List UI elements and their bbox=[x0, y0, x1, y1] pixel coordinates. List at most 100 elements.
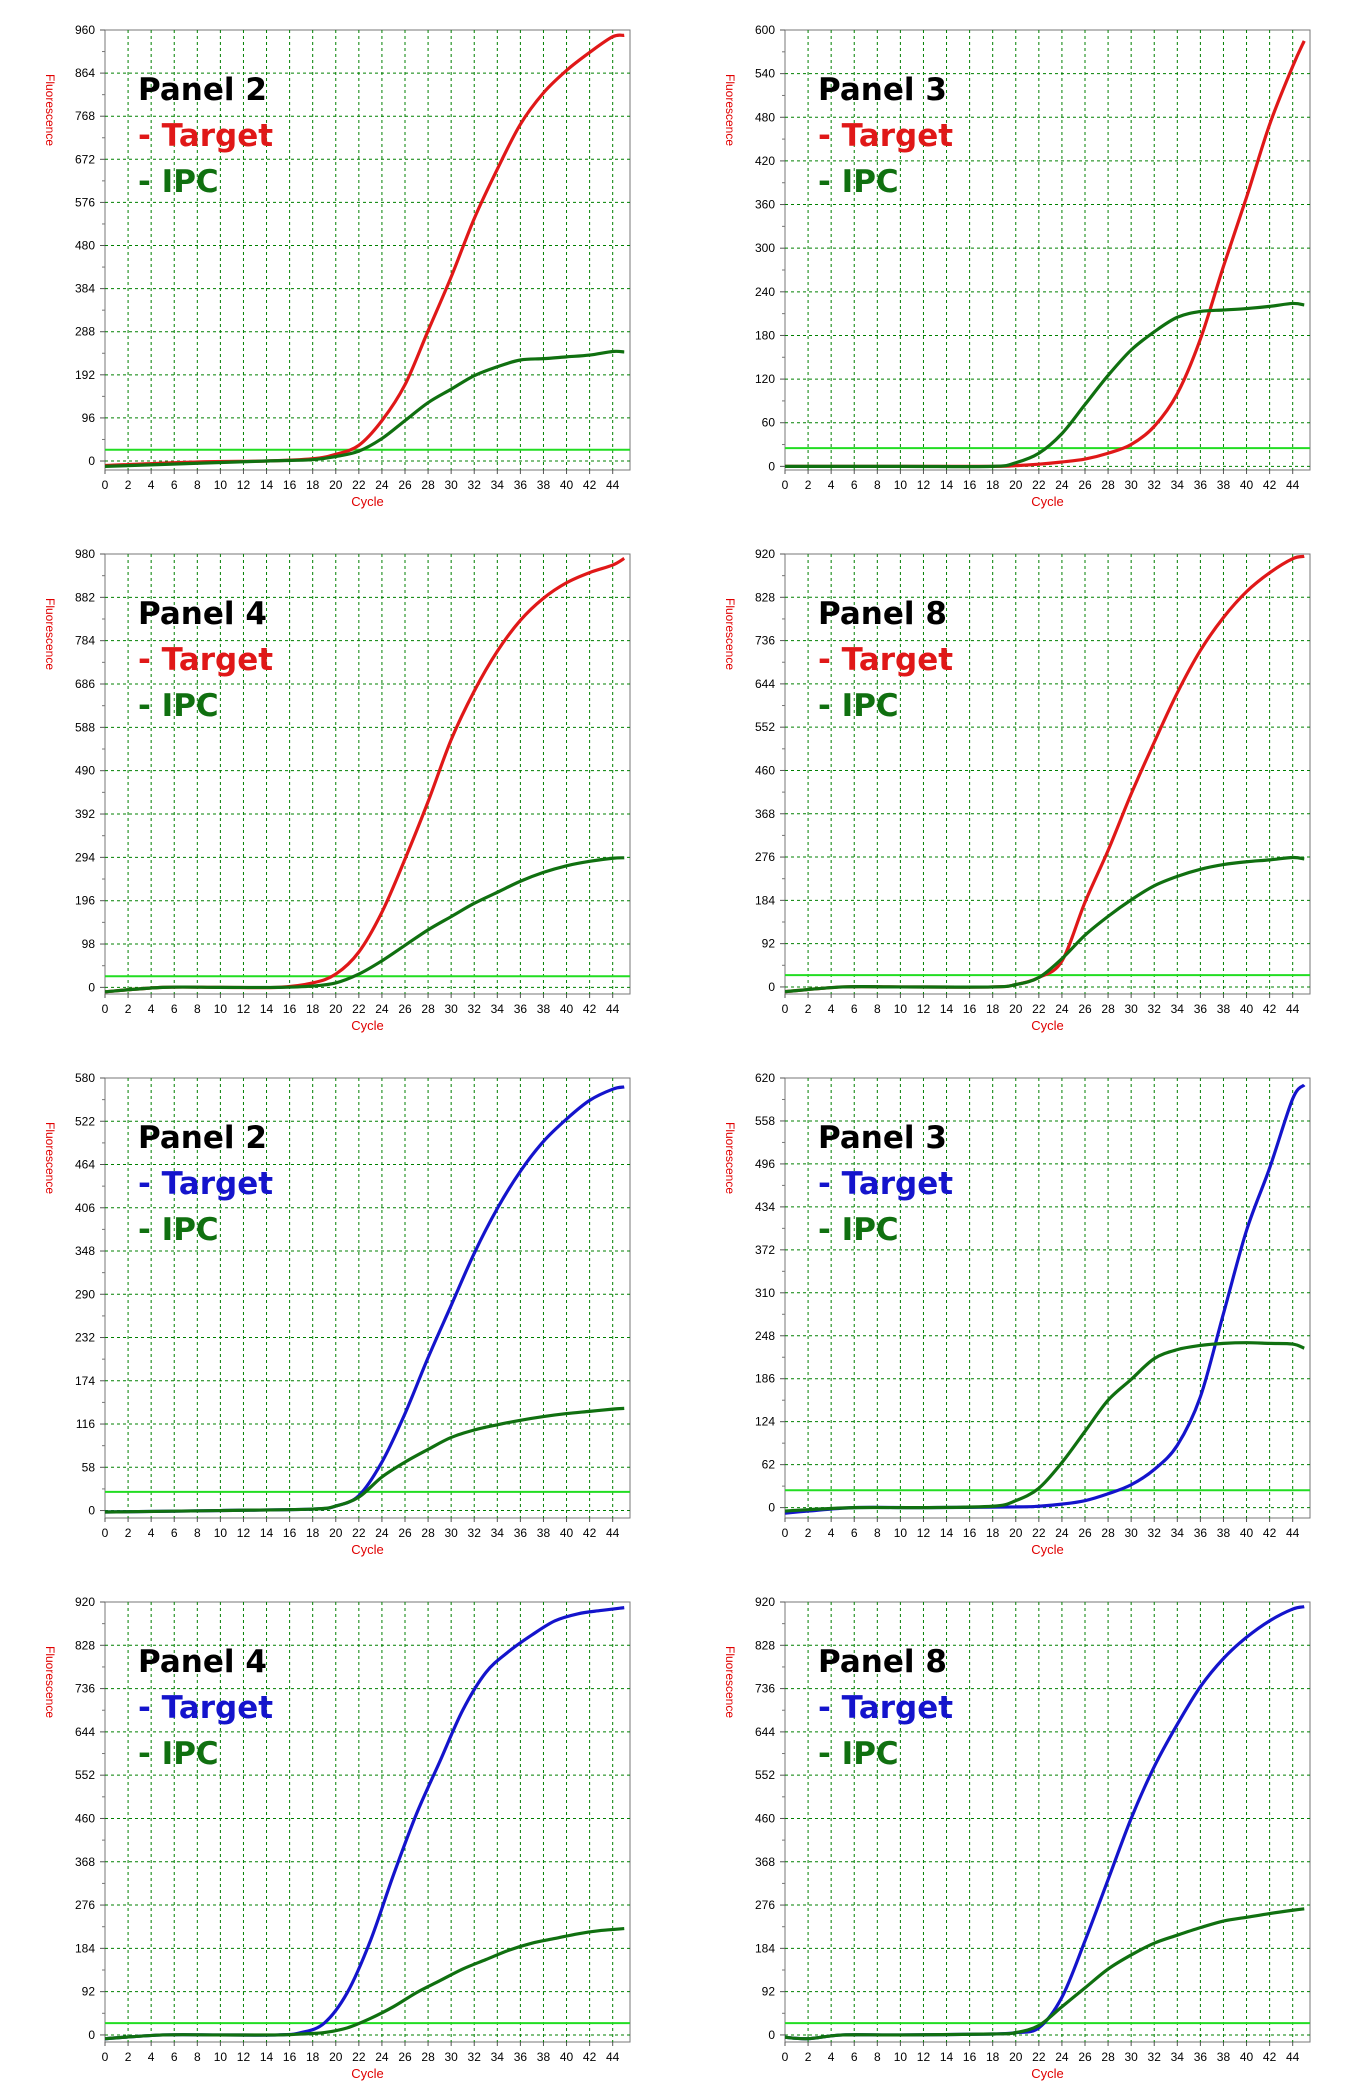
plot-area bbox=[784, 1601, 1311, 2043]
x-tick-label: 0 bbox=[782, 2050, 789, 2064]
x-tick-label: 6 bbox=[171, 1526, 178, 1540]
x-tick-label: 2 bbox=[805, 478, 812, 492]
series-line-ipc bbox=[785, 855, 1305, 994]
legend-entry: - IPC bbox=[138, 1212, 219, 1248]
x-tick-label: 30 bbox=[444, 478, 458, 492]
x-tick-label: 6 bbox=[171, 1002, 178, 1016]
x-tick-label: 18 bbox=[306, 2050, 320, 2064]
legend-dash: - bbox=[138, 1690, 162, 1726]
y-tick-label: 196 bbox=[75, 894, 95, 908]
y-tick-label: 620 bbox=[755, 1071, 775, 1085]
y-tick-label: 368 bbox=[755, 807, 775, 821]
x-tick-label: 8 bbox=[874, 1526, 881, 1540]
y-tick-label: 540 bbox=[755, 67, 775, 81]
x-tick-label: 18 bbox=[306, 1002, 320, 1016]
x-tick-label: 12 bbox=[917, 1526, 931, 1540]
x-tick-label: 6 bbox=[851, 1002, 858, 1016]
panel-title: Panel 3 bbox=[818, 72, 947, 108]
x-tick-label: 30 bbox=[1124, 1002, 1138, 1016]
y-tick-label: 276 bbox=[75, 1898, 95, 1912]
y-axis-title: Fluorescence bbox=[723, 1646, 737, 1718]
x-tick-label: 0 bbox=[782, 1002, 789, 1016]
y-tick-label: 864 bbox=[75, 66, 95, 80]
x-tick-label: 2 bbox=[805, 1526, 812, 1540]
y-tick-label: 552 bbox=[755, 1768, 775, 1782]
y-tick-label: 276 bbox=[755, 850, 775, 864]
y-axis-title: Fluorescence bbox=[723, 1122, 737, 1194]
x-tick-label: 12 bbox=[917, 478, 931, 492]
x-tick-label: 8 bbox=[194, 2050, 201, 2064]
legend-entry: - Target bbox=[818, 637, 953, 683]
y-tick-label: 480 bbox=[755, 110, 775, 124]
x-tick-label: 16 bbox=[283, 1002, 297, 1016]
x-tick-label: 12 bbox=[917, 2050, 931, 2064]
x-tick-label: 22 bbox=[352, 1526, 366, 1540]
y-tick-label: 120 bbox=[755, 372, 775, 386]
y-tick-label: 576 bbox=[75, 195, 95, 209]
x-tick-label: 38 bbox=[537, 2050, 551, 2064]
x-tick-label: 32 bbox=[1148, 2050, 1162, 2064]
x-tick-label: 30 bbox=[444, 1002, 458, 1016]
y-tick-label: 300 bbox=[755, 241, 775, 255]
x-tick-label: 2 bbox=[125, 478, 132, 492]
x-tick-label: 30 bbox=[1124, 478, 1138, 492]
y-tick-label: 460 bbox=[755, 763, 775, 777]
y-tick-label: 0 bbox=[768, 980, 775, 994]
x-tick-label: 10 bbox=[214, 478, 228, 492]
y-tick-label: 434 bbox=[755, 1200, 775, 1214]
x-tick-label: 20 bbox=[1009, 2050, 1023, 2064]
x-axis-title: Cycle bbox=[351, 2066, 384, 2081]
y-tick-label: 384 bbox=[75, 282, 95, 296]
x-tick-label: 44 bbox=[606, 478, 620, 492]
y-axis-title: Fluorescence bbox=[723, 598, 737, 670]
y-tick-label: 290 bbox=[75, 1287, 95, 1301]
x-tick-label: 6 bbox=[851, 478, 858, 492]
legend-entry: - Target bbox=[818, 113, 953, 159]
y-tick-label: 828 bbox=[755, 1638, 775, 1652]
x-tick-label: 2 bbox=[125, 1002, 132, 1016]
x-tick-label: 8 bbox=[194, 478, 201, 492]
x-tick-label: 24 bbox=[1055, 2050, 1069, 2064]
x-tick-label: 16 bbox=[283, 1526, 297, 1540]
plot-area bbox=[784, 1077, 1311, 1519]
x-tick-label: 14 bbox=[940, 1526, 954, 1540]
x-tick-label: 0 bbox=[782, 478, 789, 492]
y-tick-label: 174 bbox=[75, 1374, 95, 1388]
x-tick-label: 42 bbox=[1263, 1526, 1277, 1540]
x-tick-label: 32 bbox=[468, 1002, 482, 1016]
legend-label: Target bbox=[161, 1166, 274, 1202]
y-tick-label: 406 bbox=[75, 1201, 95, 1215]
legend-dash: - bbox=[818, 1690, 842, 1726]
chart-panel: 0 2 4 6 8 10 12 14 16 18 20 22 24 26 28 30 32 34 36 38 40 42 4… bbox=[43, 1071, 631, 1557]
y-tick-label: 372 bbox=[755, 1243, 775, 1257]
y-tick-label: 186 bbox=[755, 1372, 775, 1386]
y-tick-label: 124 bbox=[755, 1415, 775, 1429]
x-tick-label: 44 bbox=[1286, 478, 1300, 492]
y-tick-label: 672 bbox=[75, 152, 95, 166]
x-tick-label: 26 bbox=[398, 1526, 412, 1540]
legend-entry: - Target bbox=[818, 1161, 953, 1207]
y-tick-label: 420 bbox=[755, 154, 775, 168]
x-tick-label: 42 bbox=[583, 2050, 597, 2064]
series-line-ipc bbox=[785, 1907, 1305, 2041]
x-tick-label: 16 bbox=[283, 2050, 297, 2064]
x-tick-label: 4 bbox=[828, 1002, 835, 1016]
legend-dash: - bbox=[138, 642, 162, 678]
legend-entry: - Target bbox=[138, 637, 273, 683]
x-tick-label: 10 bbox=[894, 1002, 908, 1016]
panel-legend: Panel 3 - Target - IPC bbox=[818, 1115, 953, 1253]
x-tick-label: 38 bbox=[1217, 1002, 1231, 1016]
chart-panel: 0 2 4 6 8 10 12 14 16 18 20 22 24 26 28 30 32 34 36 38 40 42 4… bbox=[723, 1595, 1311, 2081]
x-tick-label: 22 bbox=[352, 478, 366, 492]
x-tick-label: 34 bbox=[1171, 478, 1185, 492]
panel-legend: Panel 8 - Target - IPC bbox=[818, 591, 953, 729]
x-tick-label: 38 bbox=[1217, 478, 1231, 492]
x-axis-title: Cycle bbox=[351, 1018, 384, 1033]
x-tick-label: 4 bbox=[828, 1526, 835, 1540]
x-tick-label: 16 bbox=[963, 1002, 977, 1016]
x-tick-label: 32 bbox=[468, 1526, 482, 1540]
y-tick-label: 828 bbox=[75, 1638, 95, 1652]
x-tick-label: 28 bbox=[1101, 478, 1115, 492]
legend-dash: - bbox=[818, 642, 842, 678]
